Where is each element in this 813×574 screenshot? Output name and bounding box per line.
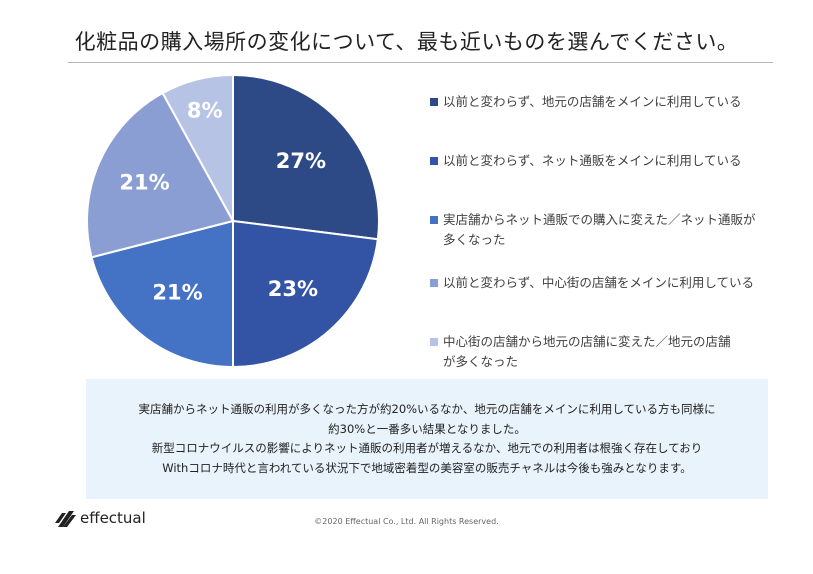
pie-slice [90, 219, 234, 369]
note-line: 新型コロナウイルスの影響によりネット通販の利用者が増えるなか、地元での利用者は根… [151, 441, 703, 455]
legend-label: 以前と変わらず、ネット通販をメインに利用している [443, 153, 742, 168]
company-logo: effectual [54, 509, 146, 527]
note-line: 約30%と一番多い結果となりました。 [328, 421, 526, 436]
pie-slice-label: 27% [276, 149, 326, 173]
pie-slice-label: 21% [119, 171, 169, 195]
note-line: Withコロナ時代と言われている状況下で地域密着型の美容室の販売チャネルは今後も… [162, 460, 692, 475]
pie-slice [232, 73, 380, 241]
pie-slice [232, 219, 379, 369]
logo-text: effectual [80, 509, 146, 527]
legend-label-line2: が多くなった [443, 354, 519, 369]
legend-swatch [430, 338, 438, 346]
legend-label-line2: 多くなった [443, 232, 506, 247]
legend-swatch [430, 279, 438, 287]
pie-slice [161, 73, 234, 222]
legend-label: 以前と変わらず、中心街の店舗をメインに利用している [443, 275, 755, 290]
title-divider [68, 62, 773, 63]
logo-mark-icon [55, 511, 76, 527]
pie-slice-label: 8% [187, 99, 223, 123]
copyright: ©2020 Effectual Co., Ltd. All Rights Res… [314, 517, 499, 526]
legend-swatch [430, 157, 438, 165]
legend-swatch [430, 98, 438, 106]
legend-label: 実店舗からネット通販での購入に変えた／ネット通販が [443, 212, 756, 227]
page-title: 化粧品の購入場所の変化について、最も近いものを選んでください。 [74, 30, 739, 54]
summary-note: 実店舗からネット通販の利用が多くなった方が約20%いるなか、地元の店舗をメインに… [86, 379, 768, 499]
legend-label: 以前と変わらず、地元の店舗をメインに利用している [443, 94, 742, 109]
pie-slice [86, 91, 235, 259]
pie-slice-label: 21% [152, 281, 202, 305]
legend-item: 中心街の店舗から地元の店舗に変えた／地元の店舗 が多くなった [430, 332, 763, 372]
legend-label: 中心街の店舗から地元の店舗に変えた／地元の店舗 [443, 334, 731, 349]
legend-item: 実店舗からネット通販での購入に変えた／ネット通販が 多くなった [430, 210, 763, 250]
legend-item: 以前と変わらず、ネット通販をメインに利用している [430, 151, 763, 171]
legend-item: 以前と変わらず、地元の店舗をメインに利用している [430, 92, 763, 112]
note-line: 実店舗からネット通販の利用が多くなった方が約20%いるなか、地元の店舗をメインに… [138, 402, 716, 416]
pie-slice-label: 23% [268, 277, 318, 301]
legend-swatch [430, 216, 438, 224]
legend-item: 以前と変わらず、中心街の店舗をメインに利用している [430, 273, 763, 293]
